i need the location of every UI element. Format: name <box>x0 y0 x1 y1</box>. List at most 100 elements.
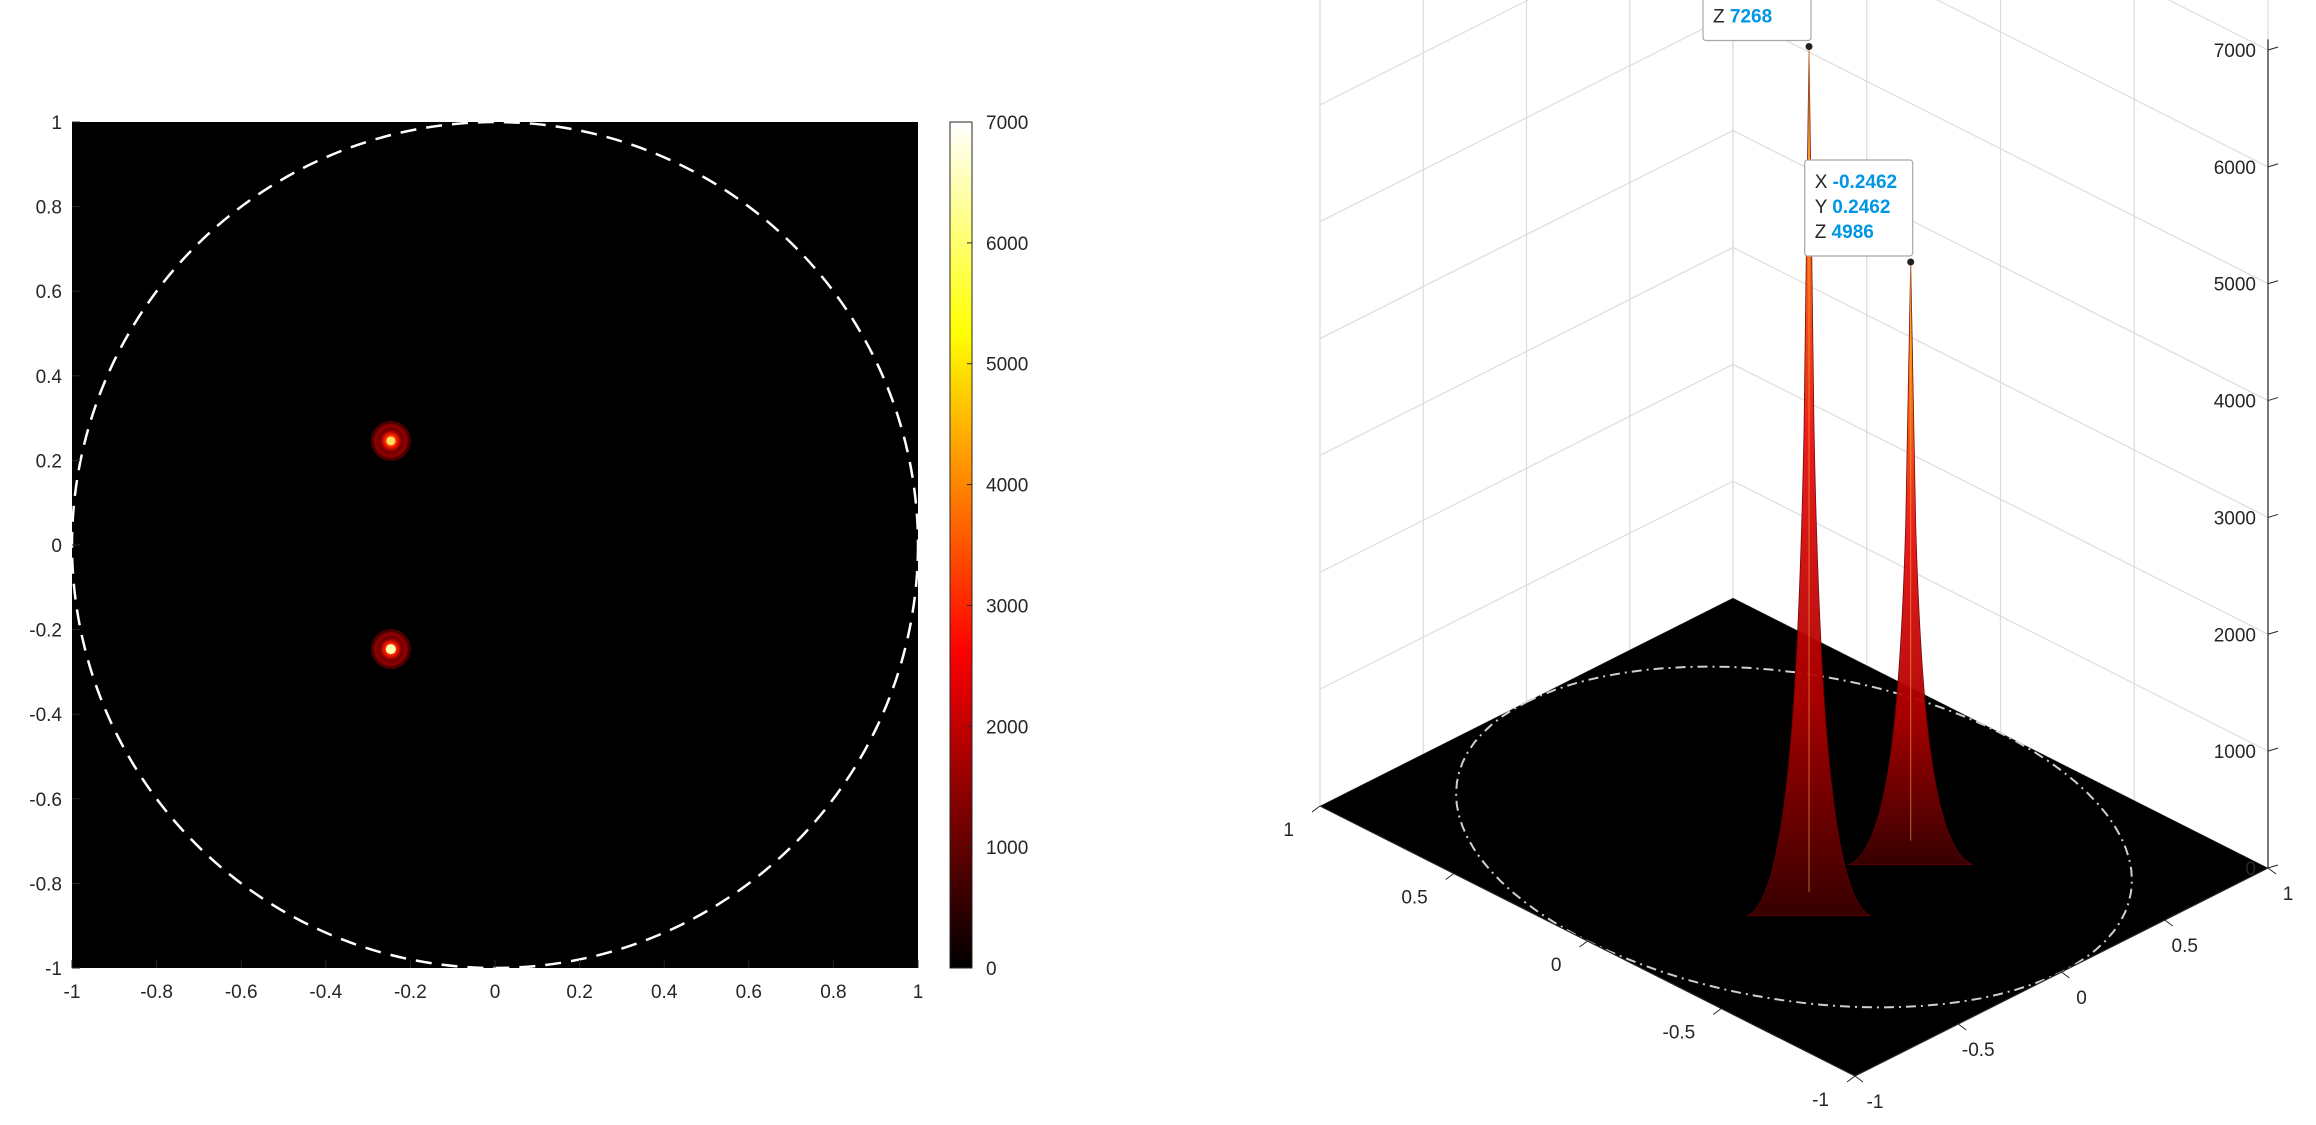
surface-x-tick-mark <box>1712 1008 1722 1015</box>
surface-z-gridline <box>1319 129 2269 402</box>
surface-x-tick-mark <box>1311 805 1321 813</box>
surface-peak-marker-2 <box>1805 43 1813 51</box>
surface-z-tick-mark <box>2267 46 2279 51</box>
colorbar-tick-label: 5000 <box>986 355 1028 376</box>
datatip-label: Y <box>1815 197 1833 218</box>
datatip-value: -0.2462 <box>1731 0 1795 3</box>
heatmap-peak-core-1 <box>386 436 396 446</box>
heatmap-x-tick-label: -0.4 <box>309 982 342 1003</box>
surface-x-tick-label: -0.5 <box>1663 1023 1696 1044</box>
colorbar-tick-label: 3000 <box>986 596 1028 617</box>
surface-z-tick-mark <box>2267 630 2279 635</box>
heatmap-y-tick-label: 0.6 <box>36 282 62 303</box>
colorbar-bar <box>949 121 973 969</box>
heatmap-x-tick-label: -0.6 <box>225 982 258 1003</box>
heatmap-y-tick-label: -0.6 <box>29 790 62 811</box>
heatmap-y-tick-label: 0.2 <box>36 451 62 472</box>
surface-z-gridline <box>1319 363 2269 635</box>
heatmap-y-tick-label: 1 <box>51 113 62 134</box>
surface-z-gridline <box>1319 13 2269 285</box>
heatmap-x-tick-label: -0.8 <box>140 982 173 1003</box>
datatip-value: 0.2462 <box>1832 197 1890 218</box>
heatmap-x-tick-label: 0.6 <box>736 982 762 1003</box>
surface-x-tick-label: 0 <box>1551 955 1562 976</box>
heatmap-y-tick-label: -1 <box>45 959 62 980</box>
surface-z-tick-mark <box>2267 280 2279 285</box>
surface-y-tick-label: 1 <box>2283 884 2294 905</box>
datatip-row: Z 4986 <box>1815 222 1874 243</box>
colorbar-tick-label: 1000 <box>986 838 1028 859</box>
heatmap-x-tick-label: 0.2 <box>566 982 592 1003</box>
surface-x-tick-label: 1 <box>1283 820 1294 841</box>
datatip-label: Z <box>1713 7 1730 28</box>
surface-y-tick-mark <box>2164 919 2174 927</box>
surface-z-gridline <box>1319 246 2269 518</box>
heatmap-background <box>72 122 918 968</box>
heatmap-y-tick-label: -0.8 <box>29 874 62 895</box>
heatmap-y-axis: 1 0.8 0.6 0.4 0.2 0 -0.2 -0.4 -0.6 -0.8 -1 <box>29 113 80 980</box>
datatip-label: X <box>1815 172 1833 193</box>
datatip-value: -0.2462 <box>1833 172 1897 193</box>
surface-x-tick-label: 0.5 <box>1401 888 1427 909</box>
colorbar-tick-label: 7000 <box>986 113 1028 134</box>
heatmap-plot-area <box>70 120 920 970</box>
surface-y-tick-label: 0 <box>2076 988 2087 1009</box>
surface-z-tick-mark <box>2267 864 2279 869</box>
surface-x-tick-mark <box>1445 873 1455 880</box>
surface-z-tick-mark <box>2267 163 2279 168</box>
surface-axes: 7000 6000 5000 4000 3000 2000 1000 0 1 0.5 0 -0.5 -1… <box>1283 39 2293 1113</box>
heatmap-x-tick-label: 1 <box>913 982 924 1003</box>
heatmap-y-tick-label: -0.2 <box>29 621 62 642</box>
colorbar-tick-label: 6000 <box>986 234 1028 255</box>
surface-y-tick-mark <box>1854 1075 1864 1083</box>
surface-y-tick-label: -1 <box>1867 1092 1884 1113</box>
surface-z-tick-label: 1000 <box>2214 742 2256 763</box>
surface-z-tick-mark <box>2267 747 2279 752</box>
surface-z-tick-label: 5000 <box>2214 275 2256 296</box>
surface-y-tick-mark <box>2267 867 2277 875</box>
surface-z-tick-label: 6000 <box>2214 158 2256 179</box>
heatmap-x-tick-label: 0.4 <box>651 982 678 1003</box>
heatmap-x-tick-label: 0 <box>490 982 501 1003</box>
surface-z-tick-label: 4000 <box>2214 392 2256 413</box>
surface-z-tick-mark <box>2267 513 2279 518</box>
surface-x-tick-label: -1 <box>1812 1090 1829 1111</box>
datatip-label: Y <box>1713 0 1731 3</box>
heatmap-y-tick-label: 0 <box>51 536 62 557</box>
surface-3d-chart: 7000 6000 5000 4000 3000 2000 1000 0 1 0.5 0 -0.5 -1… <box>1283 0 2293 1113</box>
surface-y-tick-mark <box>2061 971 2070 979</box>
colorbar: 7000 6000 5000 4000 3000 2000 1000 0 <box>949 113 1028 980</box>
datatip-label: Z <box>1815 222 1832 243</box>
heatmap-x-axis: -1 -0.8 -0.6 -0.4 -0.2 0 0.2 0.4 0.6 0.8 1 <box>64 960 924 1003</box>
surface-peak-marker-1 <box>1907 258 1915 266</box>
heatmap-y-tick-label: -0.4 <box>29 705 62 726</box>
heatmap-x-tick-label: -1 <box>64 982 81 1003</box>
colorbar-tick-label: 4000 <box>986 476 1028 497</box>
datatip-row: Y -0.2462 <box>1713 0 1795 3</box>
surface-z-tick-mark <box>2267 397 2279 402</box>
heatmap-chart: -1 -0.8 -0.6 -0.4 -0.2 0 0.2 0.4 0.6 0.8 1 1 0.8 0.6… <box>29 113 923 1003</box>
heatmap-y-tick-label: 0.8 <box>36 198 62 219</box>
datatip-row: Y 0.2462 <box>1815 197 1891 218</box>
datatip-row: X -0.2462 <box>1815 172 1897 193</box>
colorbar-tick-label: 0 <box>986 959 997 980</box>
heatmap-y-tick-label: 0.4 <box>36 367 63 388</box>
surface-x-tick-mark <box>1846 1075 1856 1083</box>
surface-x-tick-mark <box>1579 940 1588 948</box>
surface-z-tick-label: 0 <box>2245 859 2256 880</box>
surface-z-tick-label: 2000 <box>2214 625 2256 646</box>
surface-z-tick-label: 3000 <box>2214 508 2256 529</box>
datatip-box <box>1804 159 1914 257</box>
datatip-box <box>1702 0 1812 42</box>
surface-z-gridline <box>1319 0 2269 168</box>
surface-y-tick-label: -0.5 <box>1962 1040 1995 1061</box>
surface-y-tick-mark <box>1957 1023 1967 1031</box>
datatip-value: 7268 <box>1730 7 1772 28</box>
surface-z-tick-label: 7000 <box>2214 41 2256 62</box>
datatip-value: 4986 <box>1832 222 1874 243</box>
heatmap-x-tick-label: 0.8 <box>820 982 846 1003</box>
